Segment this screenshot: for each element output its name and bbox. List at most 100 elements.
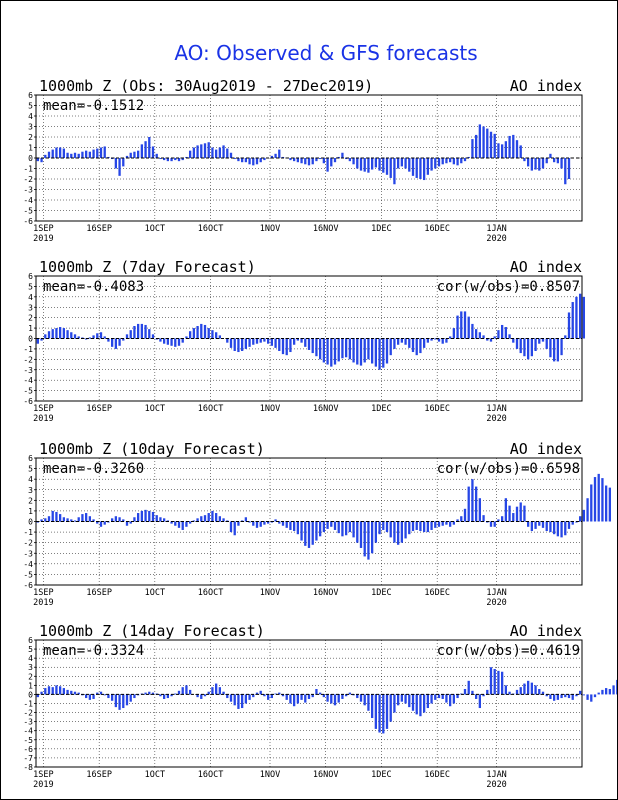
data-bar [356,694,359,699]
data-bar [177,521,181,528]
data-bar [333,694,337,706]
y-tick-label: -3 [23,549,33,558]
data-bar [385,694,389,729]
data-bar [404,521,407,539]
data-bar [255,158,259,165]
x-tick-label: 1JAN [486,588,506,598]
data-bar [538,521,541,526]
data-bar [133,151,136,158]
data-bar [162,694,166,699]
data-bar [70,332,73,339]
data-bar [441,521,444,526]
y-tick-label: 0 [28,335,33,344]
data-bar [133,326,136,339]
data-bar [478,498,482,522]
data-bar [88,516,92,522]
data-bar [177,158,181,162]
data-bar [408,158,411,172]
data-bar [356,158,359,169]
x-tick-label: 16NOV [313,404,339,414]
x-tick-label: 1DEC [371,224,391,234]
data-bar [434,158,437,169]
data-bar [478,124,482,158]
data-bar [493,669,496,695]
data-bar [159,694,162,697]
y-tick-label: 4 [28,654,33,663]
y-tick-label: -4 [23,727,33,736]
data-bar [616,679,617,695]
data-bar [370,158,374,170]
data-bar [526,158,530,167]
data-bar [107,338,110,342]
data-bar [601,478,604,522]
data-bar [515,140,519,158]
data-bar [40,691,43,695]
correlation-label: cor(w/obs)=0.6598 [437,461,580,477]
data-bar [411,521,415,532]
data-bar [263,521,266,525]
data-bar [51,149,54,158]
data-bar [456,158,459,166]
data-bar [110,158,114,160]
data-bar [96,692,99,695]
data-bar [73,334,77,339]
data-bar [515,689,519,695]
data-bar [411,694,415,711]
data-bar [344,521,348,536]
data-bar [374,521,378,543]
data-bar [263,158,266,161]
data-bar [140,510,144,522]
data-bar [500,516,504,522]
data-bar [337,156,340,158]
data-bar [378,158,381,171]
data-bar [593,477,597,522]
data-bar [352,338,355,363]
data-bar [556,338,560,362]
data-bar [508,334,511,339]
data-bar [396,521,400,545]
data-bar [467,156,470,158]
data-bar [556,694,560,700]
x-tick-label: 1NOV [260,588,280,598]
data-bar [445,338,448,343]
data-bar [564,694,567,698]
data-bar [497,330,500,339]
data-bar [81,514,84,522]
data-bar [601,689,604,695]
y-tick-label: -2 [23,175,33,184]
data-bar [341,338,344,359]
data-bar [497,519,500,522]
data-bar [304,694,307,703]
y-tick-label: -3 [23,718,33,727]
data-bar [58,327,62,339]
data-bar [226,148,229,158]
data-bar [151,146,155,158]
x-tick-year: 2020 [486,414,506,424]
data-bar [478,332,482,339]
data-bar [70,153,73,158]
data-bar [586,694,589,700]
data-bar [512,134,515,158]
data-bar [77,336,80,339]
data-bar [575,694,578,697]
data-bar [315,688,318,695]
mean-label: mean=-0.3324 [43,643,144,659]
x-tick-label: 16OCT [198,404,224,414]
y-tick-label: -4 [23,560,33,569]
data-bar [567,312,571,339]
data-bar [363,158,366,172]
data-bar [393,158,396,185]
data-bar [419,158,422,179]
data-bar [36,694,40,698]
data-bar [148,137,151,158]
data-bar [571,521,574,525]
data-bar [560,158,563,169]
data-bar [370,694,374,719]
data-bar [344,158,348,160]
y-tick-label: 3 [28,123,33,132]
data-bar [148,510,151,522]
data-bar [162,338,166,344]
data-bar [452,158,456,165]
